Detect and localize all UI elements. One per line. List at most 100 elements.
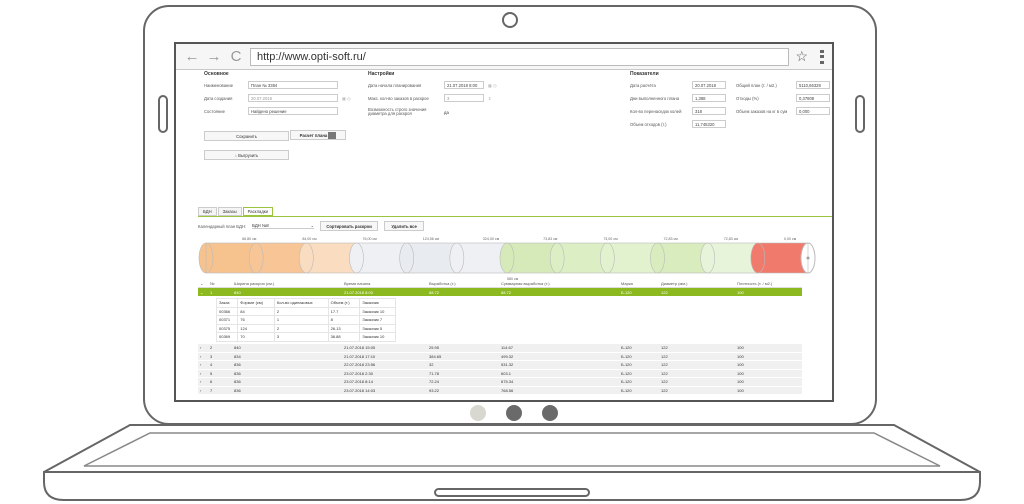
start-field[interactable]: 21.07.2018 8:00 xyxy=(444,81,484,89)
sub-row: 00369 70 3 36.88 Заказчик 10 xyxy=(215,332,396,342)
star-icon[interactable]: ☆ xyxy=(795,48,808,64)
camera-icon xyxy=(502,12,518,28)
calc-plan-button[interactable]: Расчет плана xyxy=(290,130,346,140)
calc-icon xyxy=(328,132,337,140)
strict-value[interactable]: да xyxy=(444,109,449,115)
arrow-left-icon[interactable]: ← xyxy=(184,48,200,65)
roll-timeline: 66,80 см 84,00 см 76,00 см 124,56 см 324,00 … xyxy=(198,237,816,281)
name-field[interactable]: План № 3384 xyxy=(248,81,338,89)
timeline-joint xyxy=(549,242,565,274)
timeline-segment[interactable] xyxy=(707,243,759,273)
timeline-segment[interactable] xyxy=(206,243,258,273)
timeline-label: 72,83 см xyxy=(724,237,739,241)
sort-button[interactable]: Сортировать раскрои xyxy=(320,221,379,231)
browser-toolbar: ← → C http://www.opti-soft.ru/ ☆ xyxy=(176,44,832,70)
table-row[interactable]: › 7 836 23.07.2018 14:03 93.22 768.56 Б-120 122… xyxy=(198,386,802,395)
save-button[interactable]: Сохранить xyxy=(204,131,289,141)
strict-label: Возможность строго значения диаметра для… xyxy=(368,106,427,116)
calc-date-label: Дата расчёта xyxy=(630,82,656,88)
trackpad-notch xyxy=(434,488,590,497)
timeline-segment[interactable] xyxy=(306,243,358,273)
stepper-icon[interactable]: ⇕ xyxy=(488,95,492,101)
export-button[interactable]: ↓ Выгрузить xyxy=(204,150,289,160)
waste-pct-label: Отходы (%) xyxy=(736,95,759,101)
basic-section: Основное Наименование План № 3384 Дата со… xyxy=(204,71,364,116)
tab-bdn[interactable]: БДН xyxy=(198,207,217,216)
done-value: 1,388 xyxy=(692,94,726,102)
keyboard-area xyxy=(83,432,941,467)
table-row-selected[interactable]: ⌄ 1 840 21.07.2018 8:00 88.72 88.72 Б-120 12… xyxy=(198,287,802,296)
timeline-joint xyxy=(449,242,465,274)
max-orders-field[interactable]: 3 xyxy=(444,94,484,102)
side-button-right xyxy=(855,95,865,133)
timeline-segment[interactable] xyxy=(607,243,659,273)
settings-title: Настройки xyxy=(368,71,395,77)
changes-value: 318 xyxy=(692,107,726,115)
timeline-label: 72,83 см xyxy=(664,237,679,241)
timeline-segment[interactable] xyxy=(757,243,809,273)
timeline-joint xyxy=(600,242,615,274)
keyboard-deck xyxy=(43,424,981,473)
sub-header: Заказ Формат (см) Кол-во одинаковых Объем (… xyxy=(215,298,396,308)
layouts-panel: Календарный план БДН: БДН №8 ⌄ Сортироват… xyxy=(198,216,832,400)
timeline-segment[interactable] xyxy=(557,243,609,273)
arrow-right-icon[interactable]: → xyxy=(206,48,222,65)
pagination-dots xyxy=(470,405,558,421)
calendar-plan-label: Календарный план БДН: xyxy=(198,223,247,229)
indicators-section: Показатели Дата расчёта 20.07.2018 Общий п… xyxy=(630,71,830,129)
chevron-down-icon: ⌄ xyxy=(310,223,315,228)
timeline-segment[interactable] xyxy=(406,243,458,273)
tab-orders[interactable]: Заказы xyxy=(217,207,242,216)
table-row[interactable]: › 3 834 21.07.2018 17:10 384.65 499.32 Б-120 12… xyxy=(198,352,802,361)
timeline-joint xyxy=(499,242,515,274)
timeline-label: 0,00 см xyxy=(784,237,797,241)
address-bar[interactable]: http://www.opti-soft.ru/ xyxy=(250,47,790,66)
table-row[interactable]: › 5 836 23.07.2018 2:30 71.78 603.1 Б-120 122 10… xyxy=(198,369,802,378)
table-header-row: ⌄ № Ширина раскроя (см.) Время начала Вы… xyxy=(198,279,802,288)
dot-3[interactable] xyxy=(542,405,558,421)
calendar-icon[interactable]: ▦ ◷ xyxy=(342,95,351,101)
date-field[interactable]: 20.07.2018 xyxy=(248,94,338,102)
settings-section: Настройки Дата начала планирования 21.07.… xyxy=(368,71,518,118)
table-row[interactable]: › 2 840 21.07.2018 15:05 25.95 114.67 Б-120 122… xyxy=(198,343,802,353)
delete-all-button[interactable]: Удалить все xyxy=(384,221,425,231)
sub-row: 00371 76 1 8 Заказчик 7 xyxy=(215,315,396,325)
table-row[interactable]: › 6 836 23.07.2018 8:14 72.24 675.34 Б-120 122 1… xyxy=(198,377,802,387)
calendar-icon[interactable]: ▦ ◷ xyxy=(488,82,497,88)
date-label: Дата создания xyxy=(204,95,233,101)
browser-menu-icon[interactable] xyxy=(820,49,824,64)
name-label: Наименование xyxy=(204,82,234,88)
timeline-joint xyxy=(349,242,364,274)
timeline-segment[interactable] xyxy=(507,243,559,273)
calc-date-value: 20.07.2018 xyxy=(692,81,726,89)
changes-label: Кол-во перенаседок колей xyxy=(630,108,682,114)
reload-icon[interactable]: C xyxy=(230,48,242,65)
timeline-segment[interactable] xyxy=(356,243,408,273)
orders-vol-value: 0,000 xyxy=(796,107,830,115)
app: Основное Наименование План № 3384 Дата со… xyxy=(176,71,832,400)
timeline-joint xyxy=(700,242,715,274)
orders-vol-label: Объем заказов на кг в сум xyxy=(736,108,788,114)
timeline-segment[interactable] xyxy=(657,243,709,273)
orders-subtable: Заказ Формат (см) Кол-во одинаковых Объем (… xyxy=(215,298,396,342)
indicators-title: Показатели xyxy=(630,71,659,77)
layouts-toolbar: Календарный план БДН: БДН №8 ⌄ Сортироват… xyxy=(198,221,832,231)
tab-layouts[interactable]: Раскладки xyxy=(242,207,273,216)
timeline-label: 73,83 см xyxy=(543,237,558,241)
screen: ← → C http://www.opti-soft.ru/ ☆ Основно… xyxy=(174,42,834,402)
calendar-plan-select[interactable]: БДН №8 ⌄ xyxy=(252,223,315,229)
sub-row: 00375 124 2 26.13 Заказчик 5 xyxy=(215,323,396,333)
timeline-joint xyxy=(650,242,665,274)
timeline-label: 66,80 см xyxy=(242,237,257,241)
base-edge xyxy=(43,471,981,501)
dot-1[interactable] xyxy=(470,405,486,421)
timeline-joint xyxy=(399,242,414,274)
total-label: Общий план (т. / м2.) xyxy=(736,82,777,88)
timeline-segment[interactable] xyxy=(256,243,308,273)
basic-title: Основное xyxy=(204,71,229,77)
table-row[interactable]: › 4 836 22.07.2018 23:56 32 531.32 Б-120 122 100 xyxy=(198,360,802,370)
sub-row: 00366 84 2 17.7 Заказчик 10 xyxy=(215,306,396,316)
timeline-segment[interactable] xyxy=(456,243,508,273)
dot-2[interactable] xyxy=(506,405,522,421)
